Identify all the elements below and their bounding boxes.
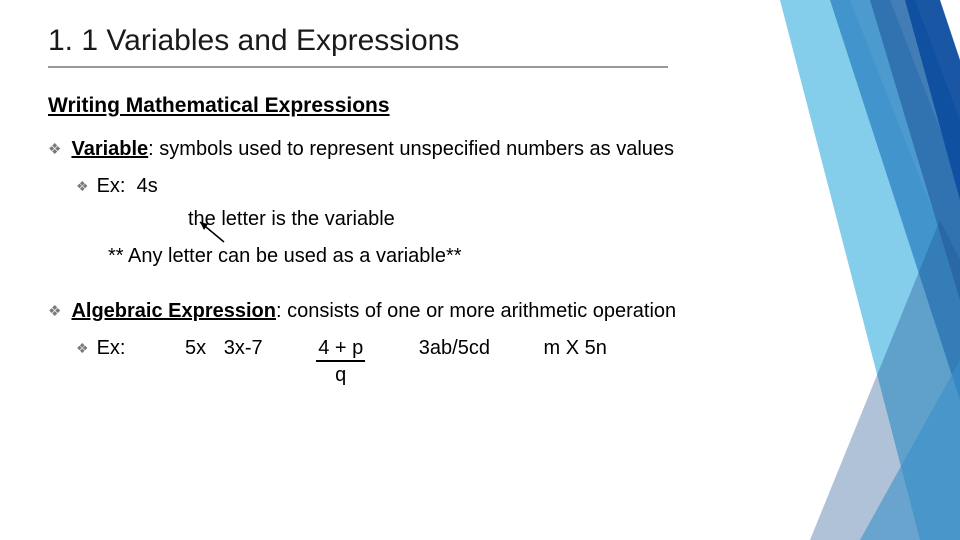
ex-item-d: 3ab/5cd xyxy=(419,337,490,360)
ex-item-c: 4 + p q xyxy=(316,337,365,387)
fraction-top: 4 + p xyxy=(316,337,365,362)
variable-example: Ex: 4s xyxy=(97,175,158,198)
algexpr-examples: Ex: 5x 3x-7 4 + p q 3ab/5cd m X 5n xyxy=(97,337,655,387)
bullet-icon: ❖ xyxy=(48,302,61,325)
variable-def-text: : symbols used to represent unspecified … xyxy=(148,138,674,160)
variable-definition: Variable: symbols used to represent unsp… xyxy=(71,136,674,163)
stripe-6 xyxy=(860,360,960,540)
algexpr-definition: Algebraic Expression: consists of one or… xyxy=(71,298,676,325)
ex-item-b: 3x-7 xyxy=(224,337,263,360)
slide-title: 1. 1 Variables and Expressions xyxy=(48,24,668,68)
bullet-icon: ❖ xyxy=(48,140,61,163)
ex-label: Ex: xyxy=(97,175,126,197)
algexpr-def-text: : consists of one or more arithmetic ope… xyxy=(276,300,676,322)
variable-term: Variable xyxy=(71,138,148,160)
slide: 1. 1 Variables and Expressions Writing M… xyxy=(0,0,960,540)
content-area: 1. 1 Variables and Expressions Writing M… xyxy=(0,0,960,387)
bullet-variable: ❖ Variable: symbols used to represent un… xyxy=(48,136,912,163)
bullet-icon: ❖ xyxy=(76,178,89,198)
ex-label: Ex: xyxy=(97,337,126,360)
bullet-algexpr: ❖ Algebraic Expression: consists of one … xyxy=(48,298,912,325)
bullet-variable-example: ❖ Ex: 4s xyxy=(76,175,912,198)
bullet-algexpr-example: ❖ Ex: 5x 3x-7 4 + p q 3ab/5cd m X 5n xyxy=(76,337,912,387)
ex-item-e: m X 5n xyxy=(544,337,607,360)
bullet-icon: ❖ xyxy=(76,340,89,387)
algexpr-term: Algebraic Expression xyxy=(71,300,276,322)
variable-note: ** Any letter can be used as a variable*… xyxy=(108,245,912,268)
fraction-bottom: q xyxy=(316,362,365,387)
variable-caption: the letter is the variable xyxy=(188,208,912,231)
section-heading: Writing Mathematical Expressions xyxy=(48,94,912,118)
ex-item-a: 5x xyxy=(185,337,206,360)
ex-value: 4s xyxy=(137,175,158,197)
